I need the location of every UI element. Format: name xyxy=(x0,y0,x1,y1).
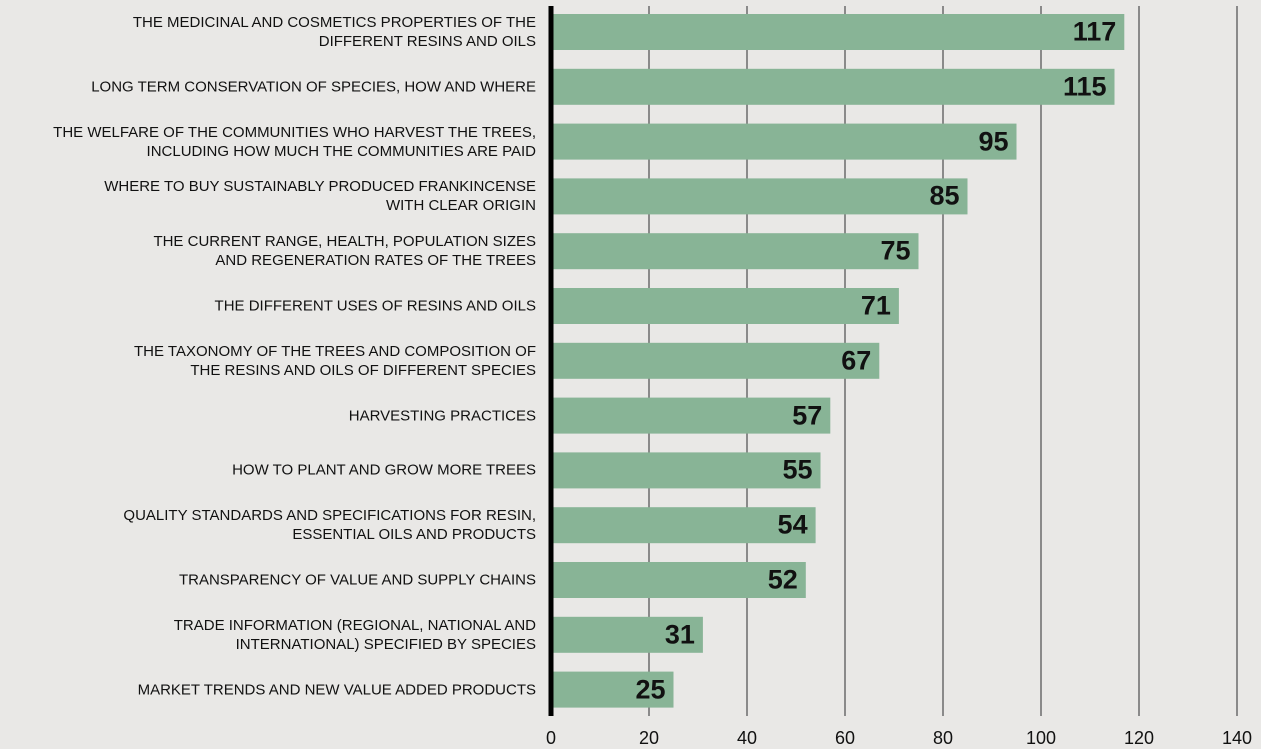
bar-value-label: 115 xyxy=(1062,71,1107,102)
bar-value-label: 95 xyxy=(978,126,1009,157)
bar-value-label: 75 xyxy=(880,235,911,266)
category-label: THE CURRENT RANGE, HEALTH, POPULATION SI… xyxy=(153,233,536,270)
bar-8 xyxy=(551,452,821,489)
x-tick-label: 20 xyxy=(638,728,660,748)
category-label: TRADE INFORMATION (REGIONAL, NATIONAL AN… xyxy=(173,616,536,653)
category-label: HARVESTING PRACTICES xyxy=(348,407,536,425)
x-tick-label: 80 xyxy=(932,728,954,748)
bar-value-label: 67 xyxy=(841,345,872,376)
bar-2 xyxy=(551,123,1017,160)
bar-value-label: 57 xyxy=(792,400,823,431)
x-tick-label: 100 xyxy=(1025,728,1057,748)
bar-value-label: 52 xyxy=(767,564,798,595)
bar-value-label: 71 xyxy=(860,290,891,321)
category-label: THE MEDICINAL AND COSMETICS PROPERTIES O… xyxy=(132,14,536,50)
category-label: HOW TO PLANT AND GROW MORE TREES xyxy=(232,461,536,479)
category-label: TRANSPARENCY OF VALUE AND SUPPLY CHAINS xyxy=(178,571,536,589)
bar-value-label: 25 xyxy=(635,674,666,705)
x-tick-label: 140 xyxy=(1221,728,1253,748)
bar-4 xyxy=(551,233,919,270)
bar-6 xyxy=(551,342,880,379)
bar-1 xyxy=(551,68,1115,105)
bar-value-label: 55 xyxy=(782,454,813,485)
bar-5 xyxy=(551,288,899,324)
bar-10 xyxy=(551,562,806,598)
category-label: THE WELFARE OF THE COMMUNITIES WHO HARVE… xyxy=(53,123,536,160)
bar-0 xyxy=(551,14,1125,50)
x-tick-label: 60 xyxy=(834,728,856,748)
category-label: THE TAXONOMY OF THE TREES AND COMPOSITIO… xyxy=(134,342,536,379)
bar-value-label: 85 xyxy=(929,180,960,211)
category-label: THE DIFFERENT USES OF RESINS AND OILS xyxy=(214,297,536,315)
bar-3 xyxy=(551,178,968,215)
x-tick-label: 120 xyxy=(1123,728,1155,748)
bar-value-label: 31 xyxy=(664,619,695,650)
bar-9 xyxy=(551,507,816,544)
bar-value-label: 54 xyxy=(777,509,808,540)
category-label: LONG TERM CONSERVATION OF SPECIES, HOW A… xyxy=(91,78,536,96)
x-tick-label: 40 xyxy=(736,728,758,748)
category-label: QUALITY STANDARDS AND SPECIFICATIONS FOR… xyxy=(123,507,536,544)
bar-11 xyxy=(551,616,703,653)
bar-7 xyxy=(551,397,831,434)
category-label: WHERE TO BUY SUSTAINABLY PRODUCED FRANKI… xyxy=(104,178,536,215)
x-tick-label: 0 xyxy=(545,728,557,748)
category-label: MARKET TRENDS AND NEW VALUE ADDED PRODUC… xyxy=(137,681,536,699)
bar-12 xyxy=(551,671,674,708)
bar-value-label: 117 xyxy=(1072,16,1117,47)
